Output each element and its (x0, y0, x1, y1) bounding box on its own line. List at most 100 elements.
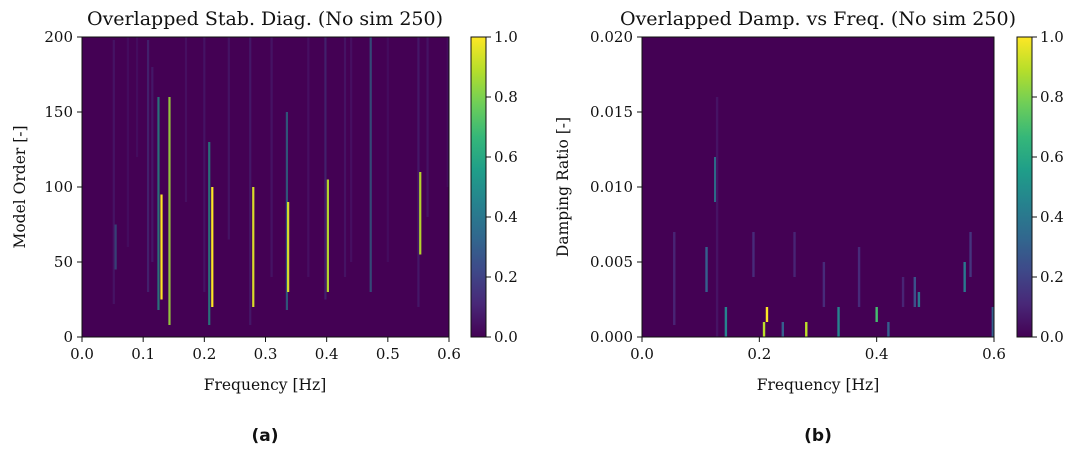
panel-b-column-19 (963, 262, 966, 292)
panel-b-column-17 (913, 277, 916, 307)
panel-a-column-21 (326, 179, 329, 292)
panel-a-cbtick-label: 0.4 (494, 208, 518, 226)
panel-a-cbtick-label: 0.6 (494, 148, 518, 166)
panel-a-colorbar-ticks: 0.0 0.2 0.4 0.6 0.8 1.0 (486, 28, 518, 346)
panel-b-column-9 (793, 232, 796, 277)
panel-b-ytick-label: 0.000 (590, 328, 633, 346)
panel-b-column-14 (875, 307, 878, 322)
panel-a-xtick-label: 0.6 (437, 345, 461, 363)
panel-b-plot-area (642, 37, 994, 337)
panel-a-column-28 (426, 37, 429, 217)
panel-b-xtick-label: 0.6 (982, 345, 1006, 363)
panel-a-ytick-label: 100 (44, 178, 73, 196)
panel-b-column-2 (714, 157, 717, 202)
panel-a-ylabel: Model Order [-] (11, 125, 29, 248)
panel-a-column-3 (135, 37, 139, 157)
panel-b-xtick-label: 0.4 (865, 345, 889, 363)
panel-a-ytick-label: 150 (44, 103, 73, 121)
panel-a: Overlapped Stab. Diag. (No sim 250) 0.0 0… (11, 8, 518, 446)
panel-a-xtick-label: 0.0 (70, 345, 94, 363)
panel-a-column-24 (369, 37, 372, 292)
panel-a-column-17 (285, 112, 289, 310)
panel-b-cbtick-label: 0.4 (1040, 208, 1064, 226)
panel-b-xtick-label: 0.0 (630, 345, 654, 363)
panel-a-column-14 (249, 37, 252, 325)
panel-b-column-18 (917, 292, 921, 307)
panel-a-cbtick-label: 0.2 (494, 268, 518, 286)
panel-a-plot-area (82, 37, 449, 337)
panel-a-column-16 (270, 37, 273, 277)
panel-b-colorbar-ticks: 0.0 0.2 0.4 0.6 0.8 1.0 (1032, 28, 1064, 346)
panel-b-column-15 (887, 322, 890, 337)
panel-b-cbtick-label: 0.8 (1040, 88, 1064, 106)
panel-a-xtick-label: 0.3 (254, 345, 278, 363)
panel-b-ytick-label: 0.005 (590, 253, 633, 271)
panel-b-column-12 (837, 307, 840, 337)
panel-a-column-2 (126, 37, 129, 247)
panel-b-column-10 (805, 322, 808, 337)
panel-a-cbtick-label: 0.0 (494, 328, 518, 346)
panel-a-cbtick-label: 0.8 (494, 88, 518, 106)
panel-a-column-1 (114, 224, 117, 270)
panel-a-xtick-label: 0.5 (376, 345, 400, 363)
panel-b-cbtick-label: 0.0 (1040, 328, 1064, 346)
panel-a-column-8 (168, 97, 171, 325)
panel-a-column-9 (184, 37, 188, 202)
panel-b-ylabel: Damping Ratio [-] (554, 117, 572, 257)
panel-b-column-1 (705, 247, 708, 292)
panel-a-column-27 (419, 172, 422, 255)
panel-a-column-25 (386, 37, 389, 262)
panel-a-column-6 (157, 97, 160, 310)
panel-b-column-6 (762, 322, 766, 337)
panel-a-column-13 (227, 37, 230, 240)
panel-b-ytick-label: 0.010 (590, 178, 633, 196)
panel-a-column-5 (151, 67, 154, 262)
panel-b-ytick-label: 0.020 (590, 28, 633, 46)
panel-b-colorbar (1016, 36, 1033, 338)
panel-a-colorbar (470, 36, 487, 338)
panel-b-column-5 (752, 232, 755, 277)
panel-b-column-3 (715, 97, 719, 337)
panel-b-caption: (b) (804, 426, 832, 446)
panel-a-column-19 (307, 37, 310, 277)
panel-a-ytick-label: 200 (44, 28, 73, 46)
panel-b-cbtick-label: 0.6 (1040, 148, 1064, 166)
panel-b-title: Overlapped Damp. vs Freq. (No sim 250) (620, 8, 1016, 30)
panel-b-column-4 (724, 307, 728, 337)
panel-b-xtick-label: 0.2 (747, 345, 771, 363)
panel-a-column-29 (446, 37, 449, 187)
panel-b-column-20 (969, 232, 972, 277)
panel-b-column-7 (765, 307, 769, 322)
panel-a-column-22 (343, 37, 347, 277)
panel-b-column-0 (673, 232, 676, 325)
panel-a-column-11 (208, 142, 211, 325)
panel-b-column-11 (822, 262, 826, 307)
panel-b-column-8 (781, 322, 784, 337)
panel-a-column-18 (287, 202, 290, 292)
panel-a-column-0 (112, 40, 115, 304)
panel-b: Overlapped Damp. vs Freq. (No sim 250) 0… (554, 8, 1064, 446)
panel-a-xtick-label: 0.2 (192, 345, 216, 363)
panel-a-ticks: 0.0 0.1 0.2 0.3 0.4 0.5 0.6 0 50 100 150 200 (44, 28, 461, 363)
panel-a-xlabel: Frequency [Hz] (204, 376, 327, 394)
panel-b-marks (673, 97, 994, 337)
panel-a-column-23 (350, 37, 353, 262)
panel-b-column-13 (857, 247, 861, 307)
panel-a-column-10 (203, 37, 206, 292)
panel-b-xlabel: Frequency [Hz] (757, 376, 880, 394)
panel-a-cbtick-label: 1.0 (494, 28, 518, 46)
panel-a-column-12 (211, 187, 214, 307)
panel-a-column-20 (324, 37, 327, 300)
panel-b-column-16 (901, 277, 905, 307)
panel-a-xtick-label: 0.4 (315, 345, 339, 363)
panel-a-column-4 (146, 40, 150, 292)
panel-b-cbtick-label: 1.0 (1040, 28, 1064, 46)
panel-a-title: Overlapped Stab. Diag. (No sim 250) (87, 8, 443, 30)
panel-a-column-7 (160, 194, 163, 300)
panel-b-cbtick-label: 0.2 (1040, 268, 1064, 286)
panel-a-marks (112, 37, 449, 325)
panel-b-ytick-label: 0.015 (590, 103, 633, 121)
panel-a-xtick-label: 0.1 (131, 345, 155, 363)
panel-a-column-15 (252, 187, 255, 307)
